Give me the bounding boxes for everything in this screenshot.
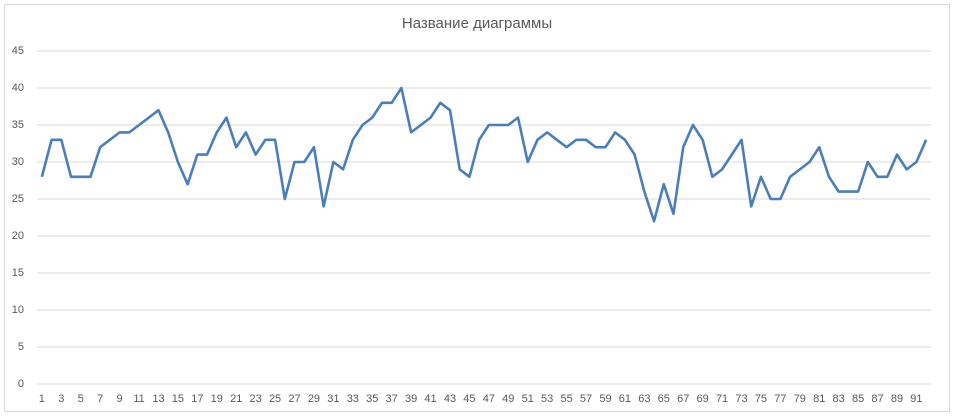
chart-title: Название диаграммы (402, 15, 552, 32)
x-tick-label: 11 (133, 393, 144, 405)
x-tick-label: 61 (619, 393, 631, 405)
x-tick-label: 37 (386, 393, 398, 405)
x-tick-label: 15 (172, 393, 184, 405)
x-tick-label: 69 (697, 393, 709, 405)
x-tick-label: 49 (502, 393, 514, 405)
x-tick-label: 25 (269, 393, 281, 405)
x-tick-label: 33 (347, 393, 359, 405)
x-tick-label: 53 (541, 393, 553, 405)
x-tick-label: 7 (97, 393, 103, 405)
x-tick-label: 21 (230, 393, 242, 405)
x-tick-label: 27 (288, 393, 300, 405)
x-tick-label: 23 (250, 393, 262, 405)
x-tick-label: 41 (424, 393, 436, 405)
x-tick-label: 9 (117, 393, 123, 405)
x-tick-label: 51 (522, 393, 534, 405)
x-tick-label: 83 (833, 393, 845, 405)
y-tick-label: 25 (12, 193, 24, 205)
x-tick-label: 5 (78, 393, 84, 405)
x-tick-label: 43 (444, 393, 456, 405)
x-tick-label: 87 (871, 393, 883, 405)
x-tick-label: 47 (483, 393, 495, 405)
x-tick-label: 65 (658, 393, 670, 405)
y-tick-label: 0 (18, 378, 24, 390)
x-tick-label: 85 (852, 393, 864, 405)
x-tick-label: 75 (755, 393, 767, 405)
y-tick-label: 45 (12, 45, 24, 57)
x-tick-label: 19 (211, 393, 223, 405)
y-tick-label: 40 (12, 82, 24, 94)
x-tick-label: 77 (774, 393, 786, 405)
x-tick-label: 79 (794, 393, 806, 405)
y-tick-label: 35 (12, 119, 24, 131)
x-tick-label: 13 (152, 393, 164, 405)
data-line (40, 86, 928, 223)
y-tick-label: 10 (12, 304, 24, 316)
x-tick-label: 91 (910, 393, 922, 405)
x-tick-label: 45 (463, 393, 475, 405)
x-tick-label: 29 (308, 393, 320, 405)
x-tick-label: 57 (580, 393, 592, 405)
x-tick-label: 55 (560, 393, 572, 405)
x-tick-label: 89 (891, 393, 903, 405)
x-tick-label: 67 (677, 393, 689, 405)
x-tick-label: 1 (39, 393, 45, 405)
y-tick-label: 20 (12, 230, 24, 242)
x-tick-label: 35 (366, 393, 378, 405)
y-tick-label: 30 (12, 156, 24, 168)
x-tick-label: 39 (405, 393, 417, 405)
x-tick-label: 3 (58, 393, 64, 405)
x-tick-label: 71 (716, 393, 728, 405)
x-tick-label: 81 (813, 393, 825, 405)
y-tick-label: 15 (12, 267, 24, 279)
x-tick-label: 63 (638, 393, 650, 405)
x-tick-label: 73 (735, 393, 747, 405)
x-tick-label: 59 (599, 393, 611, 405)
chart-area (4, 4, 950, 412)
x-tick-label: 31 (327, 393, 339, 405)
y-tick-label: 5 (18, 341, 24, 353)
x-tick-label: 17 (191, 393, 203, 405)
